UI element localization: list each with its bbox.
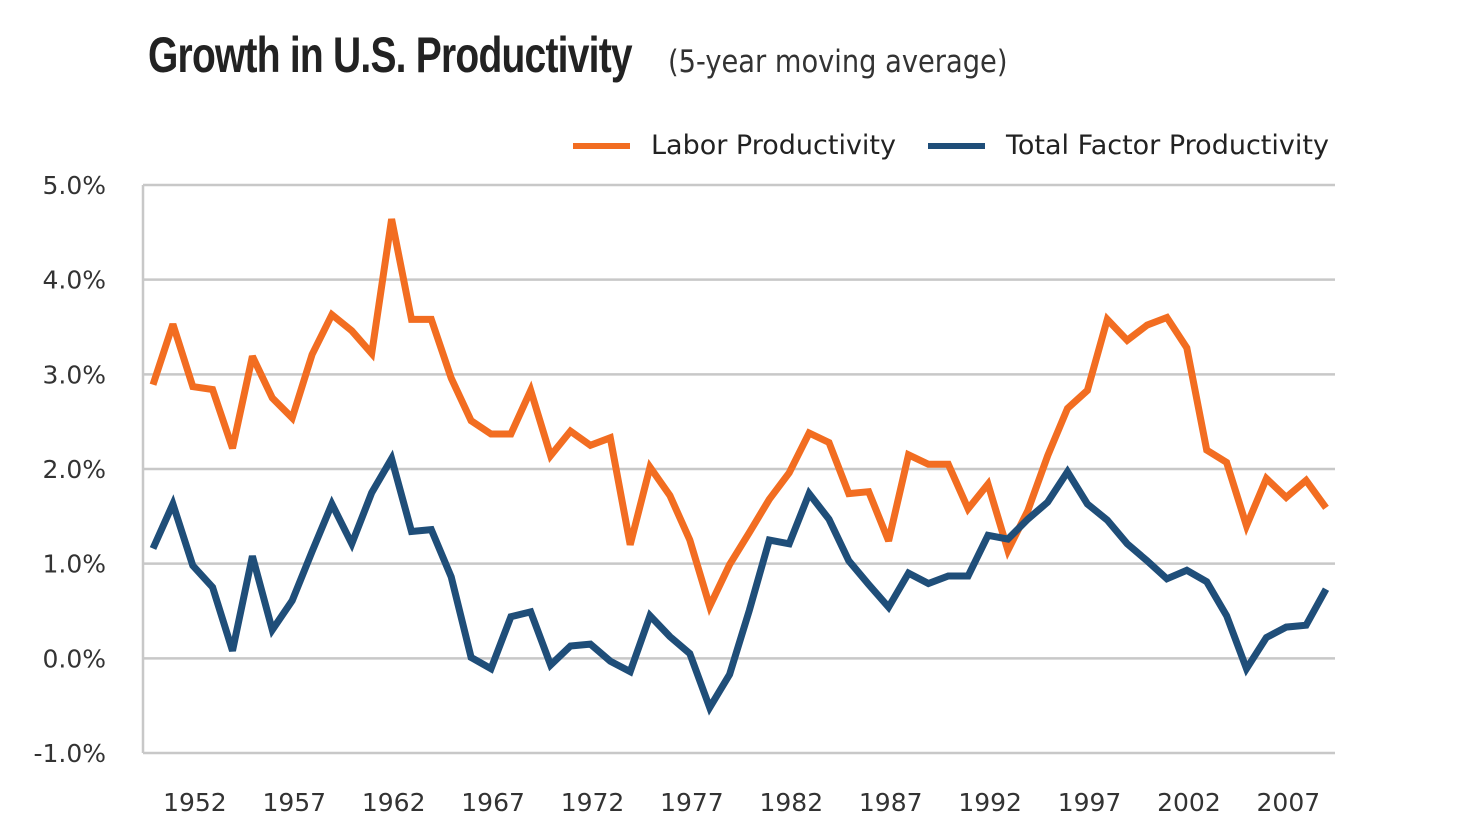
y-tick-label: -1.0% bbox=[33, 739, 106, 768]
x-tick-label: 1957 bbox=[262, 788, 326, 817]
x-tick-label: 1992 bbox=[958, 788, 1022, 817]
x-tick-label: 1972 bbox=[561, 788, 625, 817]
gridlines bbox=[141, 183, 1335, 755]
y-axis-ticks: -1.0% 0.0% 1.0% 2.0% 3.0% 4.0% 5.0% bbox=[33, 171, 106, 768]
x-tick-label: 1982 bbox=[760, 788, 824, 817]
series-line-total-factor-productivity bbox=[149, 449, 1330, 716]
legend: Labor Productivity Total Factor Productiv… bbox=[573, 130, 1329, 161]
x-axis-ticks: 1952 1957 1962 1967 1972 1977 1982 1987 1992 1997… bbox=[163, 788, 1320, 817]
x-tick-label: 1967 bbox=[461, 788, 525, 817]
y-tick-label: 5.0% bbox=[42, 171, 106, 200]
legend-label: Labor Productivity bbox=[651, 130, 896, 161]
x-tick-label: 1977 bbox=[660, 788, 724, 817]
y-tick-label: 3.0% bbox=[42, 360, 106, 389]
chart-title: Growth in U.S. Productivity bbox=[148, 27, 633, 83]
y-tick-label: 0.0% bbox=[42, 644, 106, 673]
x-tick-label: 1997 bbox=[1058, 788, 1122, 817]
x-tick-label: 2002 bbox=[1157, 788, 1221, 817]
y-tick-label: 4.0% bbox=[42, 266, 106, 295]
x-tick-label: 1987 bbox=[859, 788, 923, 817]
y-tick-label: 2.0% bbox=[42, 455, 106, 484]
series-lines bbox=[149, 218, 1330, 716]
y-tick-label: 1.0% bbox=[42, 550, 106, 579]
series-line-labor-productivity bbox=[149, 218, 1329, 616]
legend-label: Total Factor Productivity bbox=[1005, 130, 1329, 161]
x-tick-label: 2007 bbox=[1257, 788, 1321, 817]
x-tick-label: 1962 bbox=[362, 788, 426, 817]
chart-subtitle: (5-year moving average) bbox=[668, 44, 1008, 80]
x-tick-label: 1952 bbox=[163, 788, 227, 817]
